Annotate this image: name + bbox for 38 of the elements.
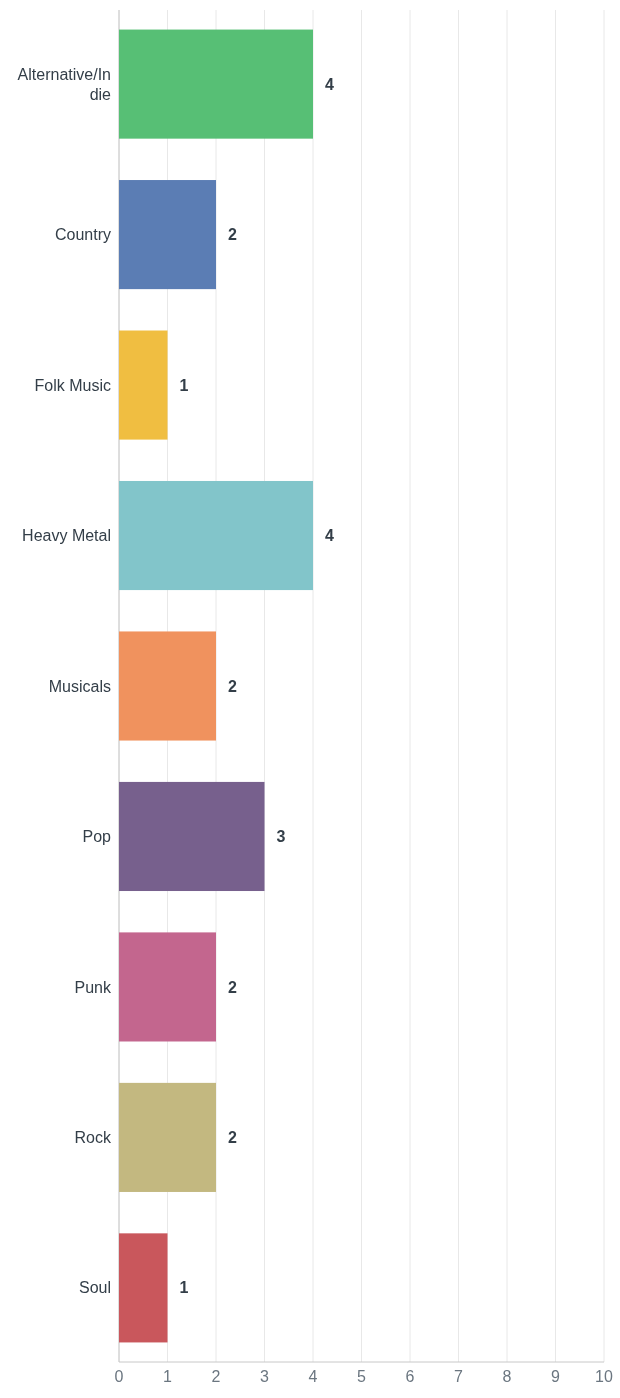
y-tick-label: Folk Music xyxy=(34,376,111,394)
x-tick-label: 4 xyxy=(308,1368,318,1385)
y-tick-label: Musicals xyxy=(48,677,111,695)
bar xyxy=(119,932,216,1042)
data-label: 4 xyxy=(325,527,334,545)
data-label: 2 xyxy=(228,677,237,695)
bar xyxy=(119,631,216,741)
x-tick-label: 2 xyxy=(211,1368,221,1385)
x-tick-label: 9 xyxy=(551,1368,561,1385)
y-tick-label: Country xyxy=(54,226,111,244)
x-tick-label: 7 xyxy=(454,1368,464,1385)
y-tick-label: Alternative/Indie xyxy=(17,65,112,103)
bar xyxy=(119,1233,168,1343)
y-tick-label: Punk xyxy=(74,978,112,996)
x-tick-label: 8 xyxy=(502,1368,512,1385)
data-label: 3 xyxy=(276,828,286,846)
bar xyxy=(119,330,168,440)
data-label: 2 xyxy=(228,978,237,996)
y-tick-label: Pop xyxy=(82,828,112,846)
x-tick-label: 10 xyxy=(595,1368,613,1385)
data-label: 1 xyxy=(179,1279,189,1297)
bar xyxy=(119,781,265,892)
x-tick-label: 6 xyxy=(405,1368,415,1385)
x-tick-label: 1 xyxy=(163,1368,173,1385)
data-label: 1 xyxy=(179,376,189,394)
data-label: 2 xyxy=(228,1129,237,1147)
x-tick-label: 5 xyxy=(357,1368,367,1385)
y-tick-label: Soul xyxy=(78,1279,111,1297)
y-tick-label: Rock xyxy=(74,1129,112,1147)
bar xyxy=(119,29,313,139)
y-tick-label: Heavy Metal xyxy=(22,527,111,545)
x-tick-label: 3 xyxy=(260,1368,270,1385)
bar xyxy=(119,1082,216,1192)
data-label: 2 xyxy=(228,226,237,244)
bar xyxy=(119,180,216,290)
x-tick-label: 0 xyxy=(114,1368,124,1385)
data-label: 4 xyxy=(325,75,334,93)
bar xyxy=(119,480,313,591)
